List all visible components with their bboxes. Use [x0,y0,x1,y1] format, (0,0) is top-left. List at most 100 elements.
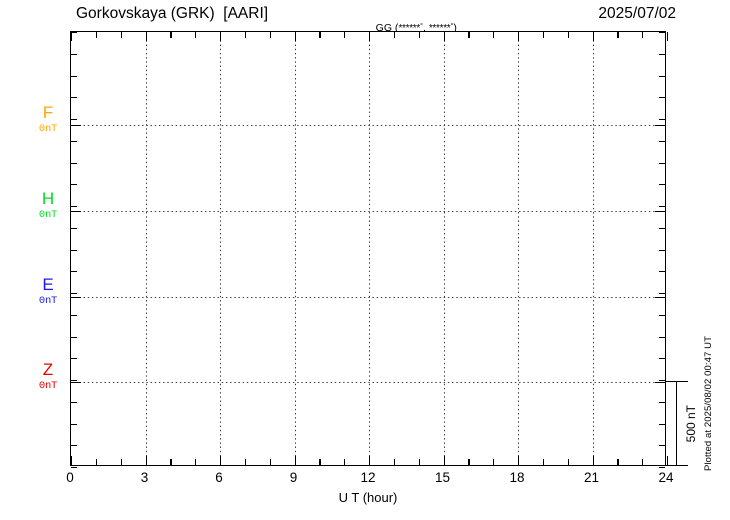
x-tick-minor [418,32,420,38]
vertical-gridline [294,32,296,465]
y-tick-minor [659,271,665,273]
component-label-e: E 0nT [31,276,65,307]
x-axis-title: U T (hour) [338,490,398,505]
y-tick-minor [71,293,77,295]
x-tick-minor [170,459,172,465]
y-tick-minor [71,184,77,186]
y-tick-minor [659,336,665,338]
x-tick-minor [195,459,197,465]
y-tick-minor [659,293,665,295]
y-tick-minor [659,184,665,186]
component-label-h: H 0nT [31,190,65,221]
x-tick-major [145,456,147,465]
vertical-gridline [518,32,519,465]
y-tick-major-h [655,211,665,213]
component-symbol-e: E [42,275,54,294]
x-tick-major [220,32,222,41]
y-tick-minor [71,271,77,273]
plotted-at-stamp: Plotted at 2025/08/02 00:47 UT [702,336,714,472]
baseline-gridline-e [71,297,665,298]
y-tick-minor [659,140,665,142]
x-tick-major [443,32,445,41]
y-tick-minor [71,423,77,425]
x-tick-minor [269,32,271,38]
x-tick-minor [95,32,98,38]
y-tick-minor [659,162,665,164]
x-axis-tick-label: 18 [509,470,525,485]
component-baseline-value-z: 0nT [38,380,58,392]
x-tick-minor [95,459,98,465]
coord-separator: , [423,22,429,34]
x-tick-major [71,456,73,465]
coord-longitude-degree-icon: ° [450,21,454,30]
y-tick-minor [659,75,665,77]
y-tick-minor [659,358,665,360]
x-axis-tick-label: 21 [583,470,600,485]
vertical-gridline [592,32,594,465]
y-tick-minor [71,401,77,403]
y-tick-minor [71,119,77,121]
y-tick-minor [659,206,665,208]
y-tick-minor [71,206,77,208]
x-tick-minor [120,459,122,465]
x-axis-tick-label: 15 [434,470,451,485]
coord-open-paren: ( [392,22,399,34]
y-tick-major-f [71,125,81,127]
scale-bar-label: 500 nT [684,404,698,443]
x-tick-minor [493,459,495,465]
x-tick-major [667,456,669,465]
x-tick-minor [344,32,346,38]
component-symbol-f: F [42,103,54,122]
y-tick-minor [71,53,77,55]
x-tick-major [592,32,594,41]
y-tick-minor [71,380,77,382]
plotted-at-stamp-wrap: Plotted at 2025/08/02 00:47 UT [700,336,716,476]
x-tick-minor [393,459,396,465]
x-tick-minor [170,32,172,38]
x-tick-minor [393,32,396,38]
y-tick-minor [659,314,665,316]
x-tick-minor [244,459,247,465]
x-axis-tick-label: 3 [140,470,149,485]
grid-layer [71,32,665,465]
vertical-gridline [145,32,147,465]
x-tick-minor [120,32,122,38]
x-tick-major [443,456,445,465]
y-tick-major-e [655,297,665,299]
component-symbol-z: Z [42,360,54,379]
baseline-gridline-f [71,125,665,126]
x-tick-major [518,32,520,41]
y-tick-minor [71,314,77,316]
observation-date: 2025/07/02 [598,5,676,22]
vertical-gridline [220,32,221,465]
x-tick-minor [195,32,197,38]
x-tick-major [71,32,73,41]
y-tick-minor [71,445,77,447]
vertical-gridline [443,32,445,465]
y-tick-major-f [655,125,665,127]
x-tick-major [145,32,147,41]
y-tick-minor [659,445,665,447]
y-tick-minor [71,336,77,338]
x-tick-minor [617,32,619,38]
x-tick-minor [567,32,569,38]
coord-longitude: ****** [428,23,451,34]
y-tick-minor [71,32,77,34]
x-tick-major [220,456,222,465]
y-tick-minor [659,423,665,425]
y-tick-minor [659,380,665,382]
scale-bar-bottom-cap [666,464,688,466]
x-tick-major [592,456,594,465]
y-tick-minor [659,249,665,251]
x-tick-minor [468,459,470,465]
x-tick-minor [244,32,247,38]
y-tick-minor [71,75,77,77]
x-tick-major [369,456,371,465]
y-tick-minor [71,227,77,229]
x-tick-minor [269,459,271,465]
x-tick-minor [542,32,545,38]
x-tick-minor [319,459,321,465]
y-tick-major-e [71,297,81,299]
y-tick-minor [659,32,665,34]
x-tick-minor [617,459,619,465]
